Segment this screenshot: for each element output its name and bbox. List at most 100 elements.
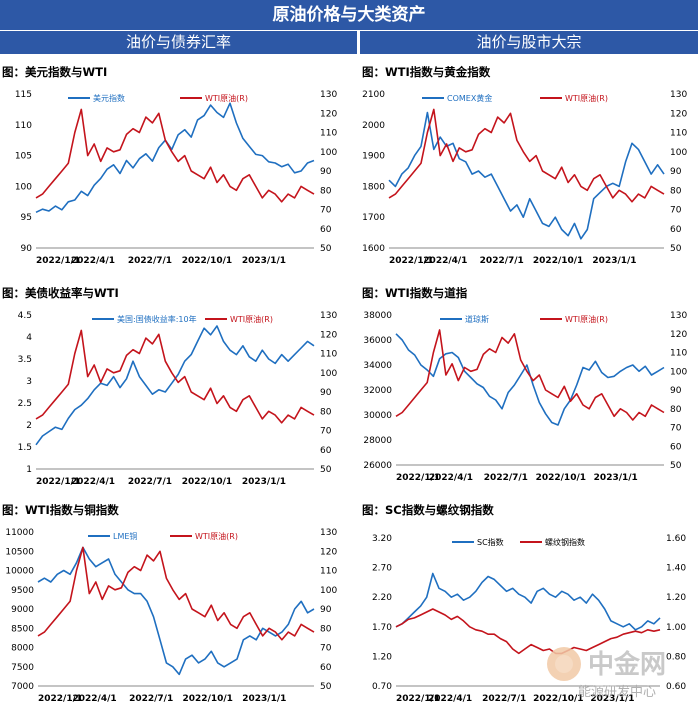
right-axis-tick: 1.40 [666,564,686,574]
right-axis-tick: 120 [320,330,337,340]
x-axis-tick: 2022/1/1 [36,477,80,487]
page-title: 原油价格与大类资产 [0,0,698,30]
left-axis-tick: 100 [15,182,32,192]
left-axis-tick: 2 [26,421,32,431]
left-axis-tick: 34000 [363,361,392,371]
x-axis-tick: 2022/4/1 [71,477,115,487]
chart-wti-dow: 图：WTI指数与道指 38000 36000 34000 32000 30000 28000… [362,286,687,483]
right-axis-tick: 70 [320,206,332,216]
x-axis-tick: 2022/10/1 [182,477,232,487]
right-axis-tick: 70 [670,206,682,216]
chart-wti-copper: 图：WTI指数与铜指数 11000 10500 10000 9500 9000 8500 80… [2,503,337,704]
right-axis-tick: 70 [320,644,332,654]
left-axis-tick: 26000 [363,461,392,471]
x-axis-tick: 2022/10/1 [533,694,583,704]
left-axis-tick: 1.20 [372,652,392,662]
right-axis-tick: 50 [320,465,332,475]
x-axis-tick: 2022/7/1 [128,477,172,487]
right-axis-tick: 0.80 [666,652,686,662]
right-axis-tick: 130 [320,311,337,321]
right-axis-tick: 50 [670,244,682,254]
right-axis-tick: 80 [320,407,332,417]
right-axis-tick: 1.20 [666,593,686,603]
x-axis-tick: 2022/1/1 [389,256,433,266]
x-axis-tick: 2022/10/1 [533,256,583,266]
x-axis-tick: 2022/4/1 [423,256,467,266]
x-axis-tick: 2023/1/1 [592,256,636,266]
legend-label: LME铜 [113,531,137,541]
series-line-0 [37,546,315,676]
right-axis-tick: 90 [320,605,332,615]
x-axis-tick: 2022/4/1 [71,256,115,266]
left-axis-tick: 10500 [5,547,34,557]
right-axis-tick: 60 [320,225,332,235]
left-axis-tick: 2.5 [18,399,32,409]
series-line-0 [388,111,665,240]
right-axis-tick: 130 [320,90,337,100]
series-line-1 [388,108,665,203]
left-axis-tick: 36000 [363,336,392,346]
legend-label: WTI原油(R) [230,314,273,324]
right-axis-tick: 60 [320,663,332,673]
right-axis-tick: 50 [670,461,682,471]
chart-title: 图：WTI指数与黄金指数 [362,65,491,79]
series-line-1 [395,329,665,421]
right-axis-tick: 130 [670,90,687,100]
series-line-1 [35,329,315,424]
legend-label: COMEX黄金 [447,93,492,103]
left-axis-tick: 7500 [11,663,34,673]
right-axis-tick: 80 [670,186,682,196]
left-axis-tick: 30000 [363,411,392,421]
x-axis-tick: 2022/1/1 [36,256,80,266]
right-axis-tick: 50 [320,682,332,692]
right-axis-tick: 0.60 [666,682,686,692]
section-header-stocks-commodities: 油价与股市大宗 [360,31,698,54]
right-axis-tick: 90 [320,167,332,177]
right-axis-tick: 70 [670,424,682,434]
right-axis-tick: 90 [320,388,332,398]
right-axis-tick: 70 [320,427,332,437]
left-axis-tick: 110 [15,121,32,131]
right-axis-tick: 100 [670,148,687,158]
right-axis-tick: 60 [320,446,332,456]
right-axis-tick: 110 [320,567,337,577]
left-axis-tick: 4 [26,333,32,343]
section-header-bonds-fx: 油价与债券汇率 [0,31,357,54]
left-axis-tick: 9000 [11,605,34,615]
left-axis-tick: 0.70 [372,682,392,692]
legend-label: WTI原油(R) [195,531,238,541]
left-axis-tick: 1600 [362,244,385,254]
right-axis-tick: 120 [670,109,687,119]
left-axis-tick: 8000 [11,644,34,654]
left-axis-tick: 10000 [5,567,34,577]
left-axis-tick: 1.5 [18,443,32,453]
x-axis-tick: 2022/7/1 [129,694,173,704]
left-axis-tick: 28000 [363,436,392,446]
left-axis-tick: 1800 [362,182,385,192]
x-axis-tick: 2022/1/1 [396,473,440,483]
left-axis-tick: 105 [15,152,32,162]
watermark-subtext: 能源研发中心 [578,684,656,700]
right-axis-tick: 120 [320,109,337,119]
x-axis-tick: 2023/1/1 [242,694,286,704]
right-axis-tick: 110 [670,129,687,139]
x-axis-tick: 2022/4/1 [428,694,472,704]
right-axis-tick: 120 [670,330,687,340]
x-axis-tick: 2022/7/1 [484,473,528,483]
right-axis-tick: 110 [320,350,337,360]
x-axis-tick: 2022/4/1 [429,473,473,483]
x-axis-tick: 2023/1/1 [242,256,286,266]
right-axis-tick: 110 [670,349,687,359]
legend-label: 道琼斯 [465,314,489,324]
x-axis-tick: 2023/1/1 [242,477,286,487]
series-line-1 [35,108,315,203]
series-line-0 [395,572,661,631]
left-axis-tick: 2.70 [372,564,392,574]
x-axis-tick: 2022/1/1 [396,694,440,704]
x-axis-tick: 2022/7/1 [128,256,172,266]
chart-title: 图：WTI指数与道指 [362,286,468,300]
x-axis-tick: 2022/7/1 [480,256,524,266]
legend-label: WTI原油(R) [565,93,608,103]
x-axis-tick: 2022/4/1 [73,694,117,704]
legend-label: 美元指数 [93,93,125,103]
